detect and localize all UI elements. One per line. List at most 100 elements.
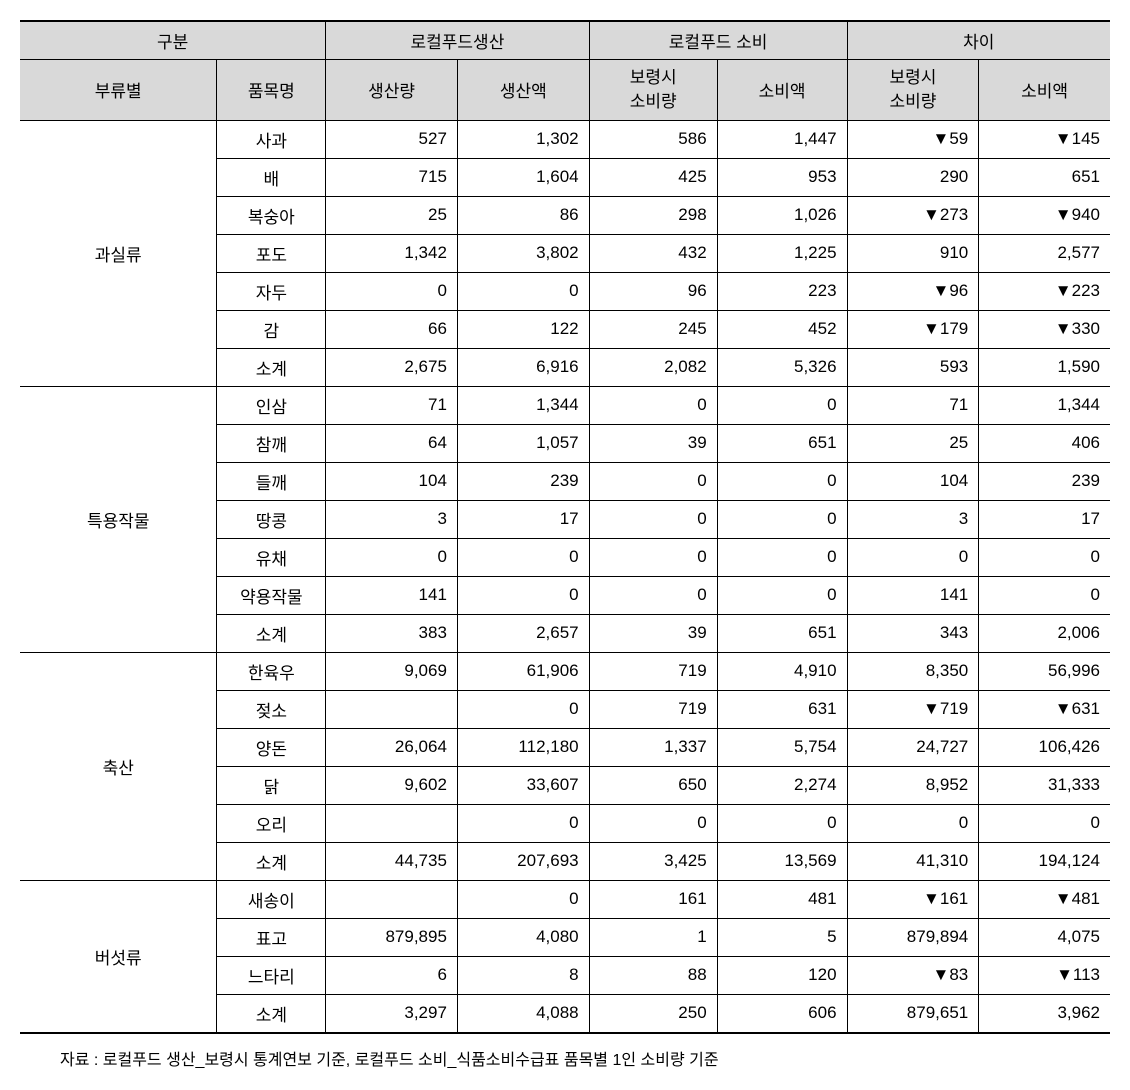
value-cell: 104 [326, 462, 458, 500]
value-cell: ▼273 [847, 196, 979, 234]
value-cell: 0 [979, 538, 1110, 576]
value-cell: 26,064 [326, 728, 458, 766]
category-cell: 특용작물 [20, 386, 217, 652]
value-cell: 879,894 [847, 918, 979, 956]
value-cell: 3 [847, 500, 979, 538]
footnote: 자료 : 로컬푸드 생산_보령시 통계연보 기준, 로컬푸드 소비_식품소비수급… [20, 1046, 1110, 1070]
value-cell: 0 [717, 804, 847, 842]
value-cell: 207,693 [457, 842, 589, 880]
value-cell: 0 [847, 538, 979, 576]
value-cell: ▼59 [847, 120, 979, 158]
value-cell: 5 [717, 918, 847, 956]
table-row: 버섯류새송이0161481▼161▼481 [20, 880, 1110, 918]
item-cell: 자두 [217, 272, 326, 310]
value-cell: 39 [589, 424, 717, 462]
value-cell: 239 [457, 462, 589, 500]
value-cell: 0 [457, 804, 589, 842]
value-cell: 33,607 [457, 766, 589, 804]
value-cell: 141 [326, 576, 458, 614]
item-cell: 소계 [217, 994, 326, 1033]
value-cell: 593 [847, 348, 979, 386]
value-cell: 96 [589, 272, 717, 310]
value-cell: ▼631 [979, 690, 1110, 728]
value-cell: 2,675 [326, 348, 458, 386]
value-cell: 17 [979, 500, 1110, 538]
value-cell: ▼96 [847, 272, 979, 310]
value-cell: ▼161 [847, 880, 979, 918]
value-cell: 719 [589, 690, 717, 728]
value-cell: 88 [589, 956, 717, 994]
item-cell: 느타리 [217, 956, 326, 994]
item-cell: 복숭아 [217, 196, 326, 234]
header-prod-qty: 생산량 [326, 60, 458, 121]
value-cell: 1,057 [457, 424, 589, 462]
value-cell: 0 [717, 500, 847, 538]
value-cell: 879,895 [326, 918, 458, 956]
value-cell: 0 [589, 538, 717, 576]
value-cell: ▼940 [979, 196, 1110, 234]
value-cell: 0 [979, 804, 1110, 842]
header-difference: 차이 [847, 21, 1110, 60]
value-cell: 0 [326, 272, 458, 310]
item-cell: 유채 [217, 538, 326, 576]
value-cell: 106,426 [979, 728, 1110, 766]
value-cell: 2,577 [979, 234, 1110, 272]
category-cell: 축산 [20, 652, 217, 880]
value-cell: 104 [847, 462, 979, 500]
value-cell: 31,333 [979, 766, 1110, 804]
item-cell: 들깨 [217, 462, 326, 500]
value-cell: 0 [457, 538, 589, 576]
item-cell: 젖소 [217, 690, 326, 728]
value-cell: 1,344 [979, 386, 1110, 424]
value-cell: 44,735 [326, 842, 458, 880]
value-cell: ▼223 [979, 272, 1110, 310]
value-cell: 25 [847, 424, 979, 462]
value-cell: 1,302 [457, 120, 589, 158]
value-cell: 290 [847, 158, 979, 196]
value-cell: 527 [326, 120, 458, 158]
value-cell: 86 [457, 196, 589, 234]
header-cons-val: 소비액 [717, 60, 847, 121]
value-cell: 0 [717, 576, 847, 614]
value-cell: 606 [717, 994, 847, 1033]
value-cell: 0 [457, 272, 589, 310]
value-cell: 3,802 [457, 234, 589, 272]
value-cell: 953 [717, 158, 847, 196]
value-cell: 1,604 [457, 158, 589, 196]
value-cell: 6,916 [457, 348, 589, 386]
value-cell: 651 [979, 158, 1110, 196]
value-cell: 141 [847, 576, 979, 614]
value-cell: 8,952 [847, 766, 979, 804]
table-row: 축산한육우9,06961,9067194,9108,35056,996 [20, 652, 1110, 690]
value-cell: 3 [326, 500, 458, 538]
value-cell: 194,124 [979, 842, 1110, 880]
value-cell: ▼179 [847, 310, 979, 348]
value-cell: 0 [589, 804, 717, 842]
header-consumption: 로컬푸드 소비 [589, 21, 847, 60]
value-cell: ▼83 [847, 956, 979, 994]
value-cell: 651 [717, 614, 847, 652]
value-cell: 432 [589, 234, 717, 272]
value-cell: 61,906 [457, 652, 589, 690]
item-cell: 약용작물 [217, 576, 326, 614]
item-cell: 표고 [217, 918, 326, 956]
item-cell: 배 [217, 158, 326, 196]
value-cell: 1,342 [326, 234, 458, 272]
item-cell: 오리 [217, 804, 326, 842]
value-cell: 66 [326, 310, 458, 348]
value-cell: 122 [457, 310, 589, 348]
header-group: 구분 [20, 21, 326, 60]
value-cell: 5,754 [717, 728, 847, 766]
value-cell: 4,075 [979, 918, 1110, 956]
value-cell: ▼113 [979, 956, 1110, 994]
data-table: 구분 로컬푸드생산 로컬푸드 소비 차이 부류별 품목명 생산량 생산액 보령시… [20, 20, 1110, 1034]
value-cell: 0 [717, 538, 847, 576]
header-diff-val: 소비액 [979, 60, 1110, 121]
value-cell: 161 [589, 880, 717, 918]
value-cell: 0 [326, 538, 458, 576]
item-cell: 소계 [217, 614, 326, 652]
value-cell: 223 [717, 272, 847, 310]
value-cell: 651 [717, 424, 847, 462]
value-cell: 24,727 [847, 728, 979, 766]
item-cell: 소계 [217, 348, 326, 386]
